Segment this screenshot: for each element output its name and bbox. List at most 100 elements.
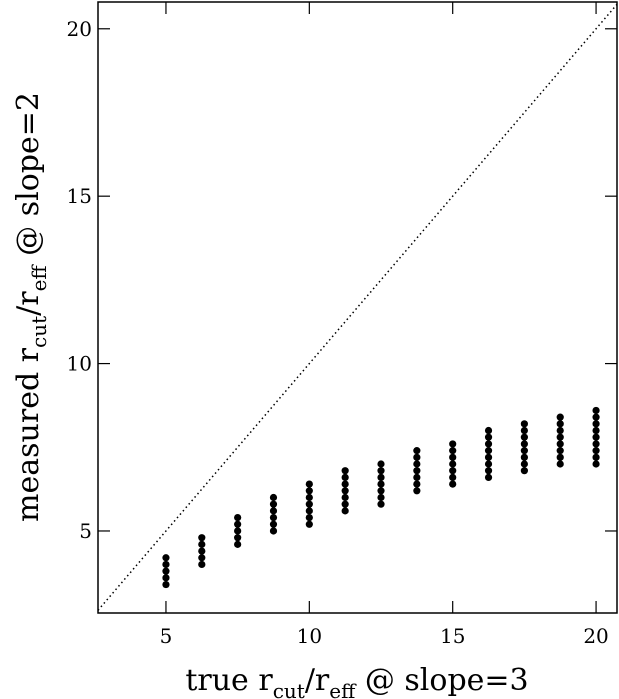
x-tick-label: 5 xyxy=(160,624,173,648)
point xyxy=(341,473,349,482)
point xyxy=(520,426,528,435)
point xyxy=(305,480,313,488)
point xyxy=(198,554,206,562)
x-label-part: /r xyxy=(305,663,330,698)
point xyxy=(556,433,564,441)
point xyxy=(341,480,349,488)
point xyxy=(377,500,385,508)
point xyxy=(592,460,600,468)
point xyxy=(484,440,493,448)
x-tick-label: 10 xyxy=(297,624,322,648)
point xyxy=(377,467,385,475)
point xyxy=(520,453,528,461)
point xyxy=(592,447,600,455)
y-label-sub: cut xyxy=(27,316,51,348)
point xyxy=(413,460,421,468)
point xyxy=(592,420,600,428)
point xyxy=(198,540,206,548)
point xyxy=(449,467,457,475)
point xyxy=(484,460,493,468)
point xyxy=(162,567,170,575)
point xyxy=(449,440,457,448)
x-label-part: @ slope=3 xyxy=(355,663,528,698)
point xyxy=(198,547,206,555)
point xyxy=(449,447,457,455)
point xyxy=(520,447,528,455)
y-tick-label: 10 xyxy=(67,352,92,376)
point xyxy=(556,440,564,448)
point xyxy=(305,507,313,515)
point xyxy=(234,513,242,522)
point xyxy=(341,487,349,495)
point xyxy=(341,467,349,475)
point xyxy=(592,453,600,461)
point xyxy=(269,527,278,535)
point xyxy=(413,480,421,488)
y-label-part: measured r xyxy=(11,347,46,522)
point xyxy=(413,473,421,482)
point xyxy=(556,447,564,455)
point xyxy=(449,453,457,461)
point xyxy=(592,440,600,448)
point xyxy=(234,527,242,535)
point xyxy=(269,493,278,502)
point xyxy=(520,460,528,468)
y-label-part: @ slope=2 xyxy=(11,92,46,265)
point xyxy=(592,406,600,415)
y-tick-label: 20 xyxy=(67,17,92,41)
point xyxy=(413,453,421,461)
point xyxy=(556,460,564,468)
point xyxy=(377,473,385,482)
point xyxy=(449,480,457,488)
point xyxy=(305,493,313,502)
point xyxy=(162,580,170,589)
point xyxy=(234,540,242,548)
identity-line xyxy=(97,3,618,611)
point xyxy=(556,413,564,421)
x-label-sub: eff xyxy=(329,679,357,699)
point xyxy=(556,453,564,461)
point xyxy=(413,487,421,495)
point xyxy=(377,493,385,502)
point xyxy=(269,520,278,528)
point xyxy=(162,574,170,582)
point xyxy=(341,500,349,508)
point xyxy=(234,520,242,528)
point xyxy=(269,513,278,522)
point xyxy=(484,426,493,435)
point xyxy=(162,560,170,569)
point xyxy=(449,473,457,482)
point xyxy=(269,500,278,508)
point xyxy=(556,426,564,435)
point xyxy=(520,420,528,428)
plot-frame xyxy=(97,1,618,614)
point xyxy=(484,447,493,455)
point xyxy=(305,513,313,522)
y-label-sub: eff xyxy=(27,264,51,292)
point xyxy=(305,500,313,508)
point xyxy=(484,473,493,482)
point xyxy=(198,560,206,569)
point xyxy=(162,554,170,562)
y-tick-label: 5 xyxy=(79,519,92,543)
x-tick-label: 20 xyxy=(583,624,608,648)
point xyxy=(449,460,457,468)
point xyxy=(413,467,421,475)
point xyxy=(520,433,528,441)
point xyxy=(484,467,493,475)
point xyxy=(305,487,313,495)
point xyxy=(269,507,278,515)
point xyxy=(377,487,385,495)
point xyxy=(341,493,349,502)
point xyxy=(520,467,528,475)
point xyxy=(484,453,493,461)
y-axis-label: measured rcut/reff @ slope=2 xyxy=(11,92,51,522)
point xyxy=(592,426,600,435)
x-label-sub: cut xyxy=(273,679,305,699)
x-label-part: true r xyxy=(185,663,273,698)
point xyxy=(234,534,242,542)
y-label-part: /r xyxy=(11,291,46,316)
point xyxy=(520,440,528,448)
x-axis-label: true rcut/reff @ slope=3 xyxy=(185,663,528,699)
